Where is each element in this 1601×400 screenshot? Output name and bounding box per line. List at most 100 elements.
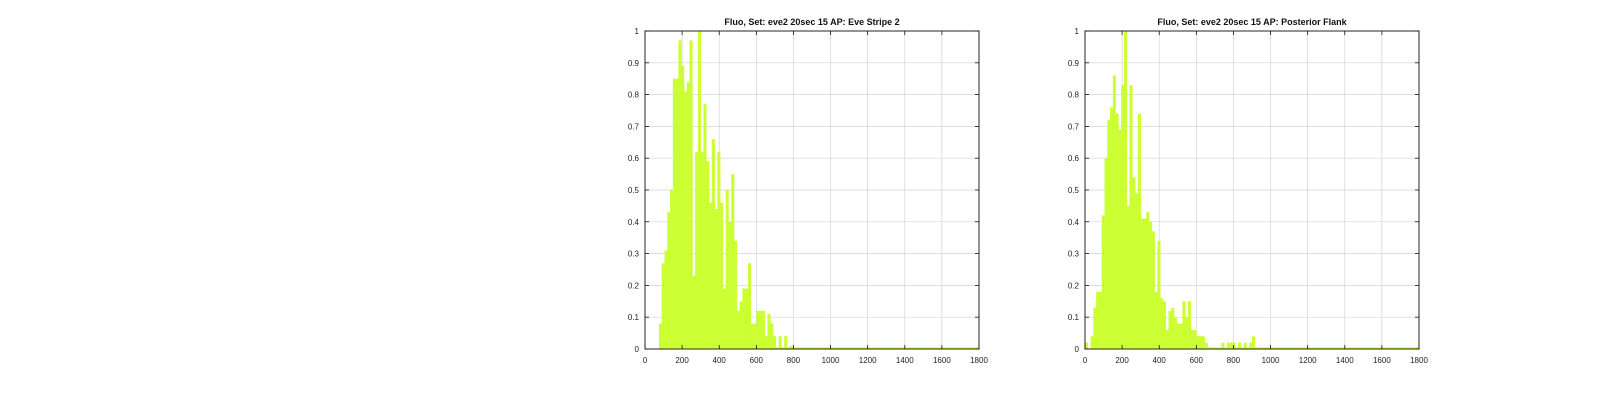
histogram-bar: [1196, 336, 1200, 349]
x-tick-label: 800: [1227, 356, 1241, 365]
x-tick-label: 800: [787, 356, 801, 365]
histogram-bar: [692, 275, 696, 349]
y-tick-label: 0.4: [1068, 218, 1080, 227]
y-tick-label: 0: [635, 345, 640, 354]
histogram-bar: [1118, 129, 1122, 349]
histogram-bar: [1093, 307, 1097, 349]
histogram-bar: [1204, 342, 1208, 349]
histogram-bar: [1090, 336, 1094, 349]
chart-title: Fluo, Set: eve2 20sec 15 AP: Posterior F…: [1157, 17, 1347, 27]
histogram-bar: [759, 310, 763, 349]
histogram-bar: [700, 151, 704, 349]
y-tick-label: 0.8: [628, 91, 640, 100]
histogram-bar: [753, 323, 757, 349]
histogram-bar: [736, 310, 740, 349]
histogram-panel-eve-stripe-2: 0 200 400 600 800 1000 1200 1400 1600 1800 0 0.1 0.2…: [628, 17, 989, 365]
histogram-bar: [1126, 205, 1130, 349]
histogram-bar: [784, 336, 788, 349]
y-tick-label: 0.2: [628, 281, 640, 290]
histogram-bar: [1129, 85, 1133, 349]
y-tick-label: 0.1: [1068, 313, 1080, 322]
x-tick-label: 1400: [896, 356, 914, 365]
histogram-bar: [711, 139, 715, 349]
y-tick-label: 0.4: [628, 218, 640, 227]
histogram-bar: [1201, 336, 1205, 349]
x-tick-label: 400: [713, 356, 727, 365]
histogram-bar: [1104, 158, 1108, 349]
histogram-bar: [725, 190, 729, 349]
y-tick-label: 0.5: [628, 186, 640, 195]
histogram-bar: [764, 336, 768, 349]
histogram-bar: [1185, 317, 1189, 349]
histogram-bar: [1146, 212, 1150, 349]
histogram-panel-posterior-flank: 0 200 400 600 800 1000 1200 1400 1600 1800 0 0.1 0.2…: [1068, 17, 1429, 365]
histogram-bar: [1182, 301, 1186, 349]
y-tick-label: 0.9: [628, 59, 640, 68]
histogram-bar: [1143, 218, 1147, 349]
histogram-bar: [714, 209, 718, 349]
histogram-bar: [1123, 31, 1128, 349]
x-tick-label: 0: [643, 356, 648, 365]
histogram-bar: [1249, 342, 1253, 349]
histogram-bar: [1179, 323, 1183, 349]
histogram-bar: [1171, 307, 1175, 349]
histogram-bar: [734, 240, 738, 349]
histogram-bar: [683, 91, 688, 350]
histogram-bar: [703, 104, 707, 349]
histogram-bar: [670, 190, 674, 349]
histogram-bar: [1096, 291, 1100, 349]
histogram-bar: [706, 161, 710, 349]
histogram-bar: [1165, 329, 1169, 349]
histogram-bar: [1112, 75, 1116, 350]
histogram-bar: [675, 78, 679, 349]
x-tick-label: 1400: [1336, 356, 1354, 365]
x-tick-label: 600: [1190, 356, 1204, 365]
histogram-bar: [1176, 323, 1180, 349]
histogram-bar: [1168, 310, 1172, 349]
histogram-bar: [1190, 329, 1194, 349]
histogram-bar: [1151, 231, 1155, 349]
histogram-bar: [1115, 113, 1119, 350]
chart-title: Fluo, Set: eve2 20sec 15 AP: Eve Stripe …: [724, 17, 899, 27]
histogram-bar: [1229, 342, 1233, 349]
histogram-bar: [1162, 301, 1167, 349]
x-tick-label: 1600: [933, 356, 951, 365]
x-tick-label: 1600: [1373, 356, 1391, 365]
histogram-bar: [678, 40, 682, 349]
histogram-bar: [728, 221, 732, 349]
x-tick-label: 200: [1115, 356, 1129, 365]
histogram-bar: [770, 323, 774, 349]
x-tick-label: 1800: [1410, 356, 1428, 365]
x-tick-label: 400: [1153, 356, 1167, 365]
y-tick-label: 0.7: [628, 122, 640, 131]
y-tick-label: 0.1: [628, 313, 640, 322]
histogram-bar: [767, 314, 771, 349]
histogram-bar: [1110, 107, 1114, 349]
x-tick-label: 1200: [1299, 356, 1317, 365]
histogram-bar: [667, 212, 671, 349]
histogram-bar: [1101, 215, 1105, 349]
histogram-bar: [661, 263, 665, 349]
histogram-bar: [672, 78, 676, 349]
histogram-bar: [1232, 342, 1236, 349]
histogram-bar: [1160, 298, 1164, 349]
histogram-bar: [756, 310, 760, 349]
histogram-bar: [1154, 291, 1158, 349]
x-tick-label: 1800: [970, 356, 988, 365]
histogram-bar: [1098, 291, 1102, 349]
y-tick-label: 0.2: [1068, 281, 1080, 290]
histogram-bar: [778, 336, 782, 349]
histogram-bar: [717, 151, 721, 349]
y-tick-label: 0.3: [628, 250, 640, 259]
y-tick-label: 1: [635, 27, 640, 36]
histogram-bar: [1226, 342, 1231, 349]
x-tick-label: 1000: [1262, 356, 1280, 365]
histogram-bar: [697, 31, 701, 349]
histogram-bar: [709, 202, 713, 349]
histogram-bar: [686, 81, 690, 349]
y-tick-label: 0.3: [1068, 250, 1080, 259]
histogram-bar: [1221, 342, 1225, 349]
histogram-bar: [1140, 218, 1144, 349]
histogram-bar: [1157, 240, 1161, 349]
